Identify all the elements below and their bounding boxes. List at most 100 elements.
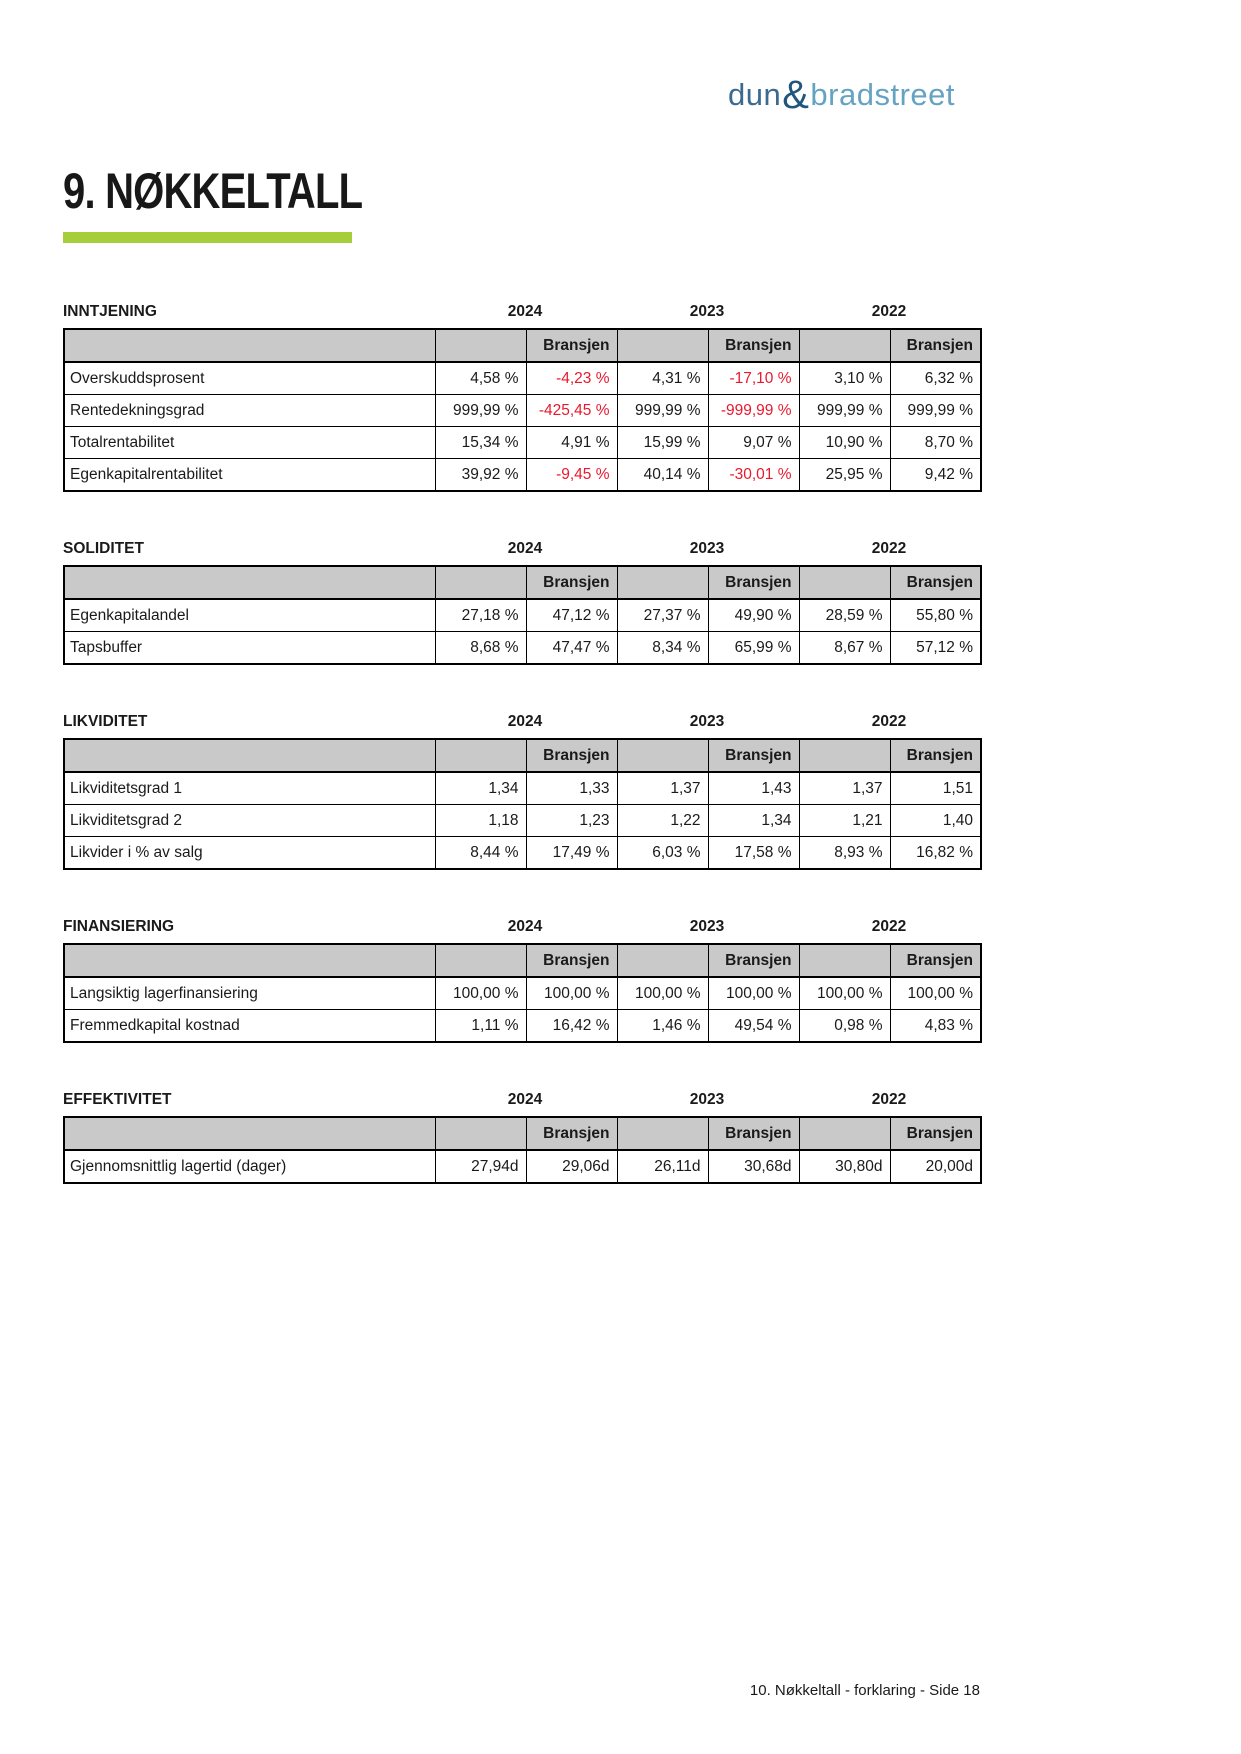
- industry-column-label: Bransjen: [525, 565, 618, 600]
- key-figure-sections: INNTJENING 2024 2023 2022 Bransjen Bransjen Br…: [63, 303, 982, 1184]
- company-value-cell: 27,94d: [434, 1149, 527, 1184]
- industry-value-cell: 1,23: [525, 804, 618, 837]
- industry-value-cell: 47,12 %: [525, 598, 618, 632]
- company-value-cell: 1,11 %: [434, 1009, 527, 1043]
- row-label: Likviditetsgrad 1: [63, 771, 436, 805]
- row-label: Tapsbuffer: [63, 631, 436, 665]
- industry-value-cell: -4,23 %: [525, 361, 618, 395]
- logo-text-bradstreet: bradstreet: [810, 77, 955, 112]
- section-title: EFFEKTIVITET: [63, 1091, 172, 1108]
- row-label: Langsiktig lagerfinansiering: [63, 976, 436, 1010]
- table-row: Totalrentabilitet 15,34 % 4,91 % 15,99 % 9,0…: [63, 426, 982, 459]
- table-row: Likviditetsgrad 2 1,18 1,23 1,22 1,34 1,21 1,4…: [63, 804, 982, 837]
- page-content: 9. NØKKELTALL INNTJENING 2024 2023 2022 Bran…: [63, 0, 982, 1184]
- company-value-cell: 8,44 %: [434, 836, 527, 870]
- company-value-cell: 39,92 %: [434, 458, 527, 492]
- company-value-cell: 1,21: [798, 804, 891, 837]
- industry-column-label: Bransjen: [525, 1116, 618, 1151]
- year-header-2024: 2024: [507, 918, 543, 935]
- company-value-cell: 1,37: [616, 771, 709, 805]
- year-header-2023: 2023: [689, 1091, 725, 1108]
- empty-header-cell: [798, 328, 891, 363]
- company-value-cell: 27,18 %: [434, 598, 527, 632]
- table-row: Likvider i % av salg 8,44 % 17,49 % 6,03 % 1…: [63, 836, 982, 870]
- logo-ampersand-icon: &: [782, 73, 810, 117]
- industry-value-cell: 29,06d: [525, 1149, 618, 1184]
- industry-column-label: Bransjen: [889, 1116, 982, 1151]
- industry-column-label: Bransjen: [525, 738, 618, 773]
- key-figures-table: Bransjen Bransjen Bransjen Likviditetsgrad …: [63, 738, 982, 870]
- industry-subheader-row: Bransjen Bransjen Bransjen: [63, 328, 982, 363]
- industry-value-cell: 20,00d: [889, 1149, 982, 1184]
- section-title: INNTJENING: [63, 303, 157, 320]
- table-row: Langsiktig lagerfinansiering 100,00 % 100,…: [63, 976, 982, 1010]
- industry-value-cell: 1,33: [525, 771, 618, 805]
- company-value-cell: 1,46 %: [616, 1009, 709, 1043]
- industry-value-cell: 16,42 %: [525, 1009, 618, 1043]
- company-value-cell: 40,14 %: [616, 458, 709, 492]
- company-value-cell: 4,58 %: [434, 361, 527, 395]
- empty-header-cell: [616, 328, 709, 363]
- title-underline-bar: [63, 232, 352, 243]
- section-title: LIKVIDITET: [63, 713, 148, 730]
- empty-header-cell: [434, 565, 527, 600]
- year-header-2024: 2024: [507, 1091, 543, 1108]
- section-soliditet: SOLIDITET 2024 2023 2022 Bransjen Bransjen Bra…: [63, 540, 982, 665]
- industry-subheader-row: Bransjen Bransjen Bransjen: [63, 738, 982, 773]
- section-likviditet: LIKVIDITET 2024 2023 2022 Bransjen Bransjen Br…: [63, 713, 982, 870]
- empty-header-cell: [63, 943, 436, 978]
- industry-column-label: Bransjen: [707, 565, 800, 600]
- year-header-2023: 2023: [689, 540, 725, 557]
- company-value-cell: 8,67 %: [798, 631, 891, 665]
- key-figures-table: Bransjen Bransjen Bransjen Gjennomsnittlig …: [63, 1116, 982, 1184]
- company-value-cell: 1,22: [616, 804, 709, 837]
- empty-header-cell: [616, 565, 709, 600]
- empty-header-cell: [798, 943, 891, 978]
- company-value-cell: 999,99 %: [616, 394, 709, 427]
- empty-header-cell: [434, 738, 527, 773]
- row-label: Egenkapitalandel: [63, 598, 436, 632]
- table-row: Overskuddsprosent 4,58 % -4,23 % 4,31 % -17,…: [63, 361, 982, 395]
- year-header-2024: 2024: [507, 303, 543, 320]
- industry-value-cell: 30,68d: [707, 1149, 800, 1184]
- empty-header-cell: [63, 1116, 436, 1151]
- company-value-cell: 15,99 %: [616, 426, 709, 459]
- industry-value-cell: 999,99 %: [889, 394, 982, 427]
- year-header-2022: 2022: [871, 918, 907, 935]
- company-value-cell: 1,18: [434, 804, 527, 837]
- table-row: Gjennomsnittlig lagertid (dager) 27,94d 29…: [63, 1149, 982, 1184]
- empty-header-cell: [616, 943, 709, 978]
- year-header-2023: 2023: [689, 303, 725, 320]
- industry-value-cell: 1,43: [707, 771, 800, 805]
- section-header-row: INNTJENING 2024 2023 2022: [63, 303, 980, 321]
- empty-header-cell: [798, 738, 891, 773]
- table-row: Egenkapitalandel 27,18 % 47,12 % 27,37 % 49,…: [63, 598, 982, 632]
- key-figures-table: Bransjen Bransjen Bransjen Langsiktig lager…: [63, 943, 982, 1043]
- empty-header-cell: [798, 1116, 891, 1151]
- company-value-cell: 3,10 %: [798, 361, 891, 395]
- company-value-cell: 1,37: [798, 771, 891, 805]
- row-label: Rentedekningsgrad: [63, 394, 436, 427]
- empty-header-cell: [616, 738, 709, 773]
- table-row: Fremmedkapital kostnad 1,11 % 16,42 % 1,46 …: [63, 1009, 982, 1043]
- key-figures-table: Bransjen Bransjen Bransjen Overskuddsprosen…: [63, 328, 982, 492]
- row-label: Likvider i % av salg: [63, 836, 436, 870]
- industry-value-cell: 1,51: [889, 771, 982, 805]
- industry-value-cell: 49,54 %: [707, 1009, 800, 1043]
- industry-value-cell: 4,83 %: [889, 1009, 982, 1043]
- industry-value-cell: -17,10 %: [707, 361, 800, 395]
- year-header-2023: 2023: [689, 713, 725, 730]
- industry-value-cell: -425,45 %: [525, 394, 618, 427]
- company-value-cell: 4,31 %: [616, 361, 709, 395]
- section-header-row: EFFEKTIVITET 2024 2023 2022: [63, 1091, 980, 1109]
- industry-value-cell: 1,40: [889, 804, 982, 837]
- company-value-cell: 10,90 %: [798, 426, 891, 459]
- company-value-cell: 28,59 %: [798, 598, 891, 632]
- table-row: Egenkapitalrentabilitet 39,92 % -9,45 % 40,…: [63, 458, 982, 492]
- industry-value-cell: 17,58 %: [707, 836, 800, 870]
- empty-header-cell: [434, 943, 527, 978]
- year-header-2022: 2022: [871, 1091, 907, 1108]
- year-header-2024: 2024: [507, 540, 543, 557]
- industry-value-cell: 9,42 %: [889, 458, 982, 492]
- empty-header-cell: [63, 328, 436, 363]
